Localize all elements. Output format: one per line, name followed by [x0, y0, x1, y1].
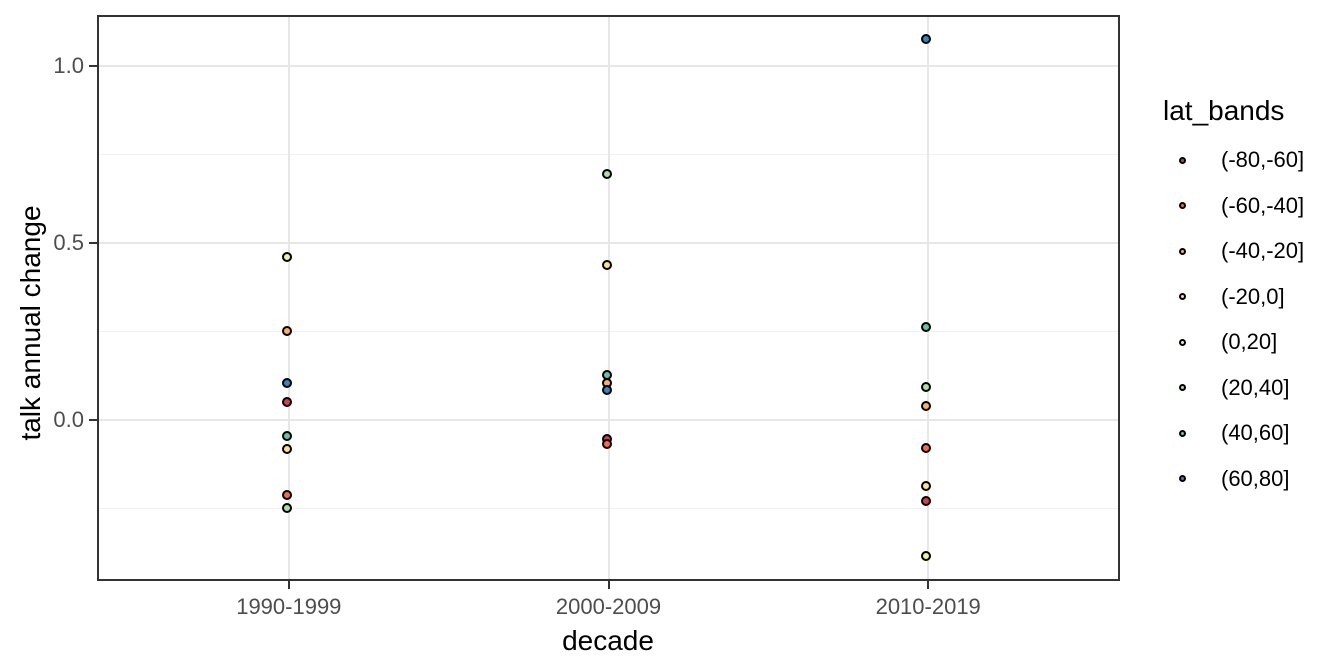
- data-point: [281, 377, 292, 388]
- legend-item: (-40,-20]: [1179, 239, 1304, 263]
- legend-key-label: (60,80]: [1221, 465, 1290, 491]
- gridline-major-x: [927, 15, 930, 581]
- legend-key-dot: [1179, 247, 1186, 255]
- x-axis-tick: [607, 581, 610, 589]
- legend-key-label: (40,60]: [1221, 420, 1290, 445]
- legend-key-dot: [1179, 338, 1186, 346]
- legend-item: (-80,-60]: [1179, 148, 1304, 172]
- x-axis-tick-label: 2000-2009: [555, 594, 662, 619]
- legend-key-label: (20,40]: [1221, 374, 1290, 400]
- data-point: [281, 503, 292, 514]
- legend-key-label: (-20,0]: [1221, 283, 1285, 309]
- data-point: [281, 326, 292, 337]
- legend-key-label: (0,20]: [1221, 329, 1278, 354]
- data-point: [921, 321, 932, 332]
- data-point: [281, 431, 292, 442]
- data-point: [921, 33, 932, 44]
- y-axis-tick: [89, 64, 97, 67]
- data-point: [601, 370, 612, 381]
- data-point: [601, 259, 612, 270]
- y-axis-tick: [89, 241, 97, 244]
- data-point: [281, 397, 292, 408]
- legend-key-dot: [1179, 202, 1186, 209]
- legend-key-dot: [1179, 384, 1186, 391]
- legend-item: (-20,0]: [1179, 283, 1285, 309]
- gridline-major-x: [287, 15, 290, 581]
- data-point: [281, 489, 292, 500]
- legend-key-label: (-40,-20]: [1221, 238, 1305, 263]
- x-axis-tick-label: 1990-1999: [236, 594, 342, 619]
- y-axis-tick-label: 1.0: [53, 52, 84, 78]
- y-axis-tick-label: 0.0: [53, 407, 84, 432]
- legend-key-label: (-80,-60]: [1221, 147, 1305, 172]
- x-axis-tick: [287, 581, 290, 589]
- legend-item: (40,60]: [1179, 421, 1290, 445]
- data-point: [921, 551, 932, 562]
- legend-item: (-60,-40]: [1179, 192, 1305, 218]
- x-axis-tick-label: 2010-2019: [875, 594, 981, 619]
- data-point: [601, 168, 612, 179]
- data-point: [921, 443, 932, 454]
- legend-title: lat_bands: [1163, 95, 1285, 126]
- x-axis-title: decade: [562, 625, 654, 656]
- data-point: [281, 251, 292, 262]
- x-axis-tick: [927, 581, 930, 589]
- data-point: [921, 496, 932, 507]
- data-point: [921, 400, 932, 411]
- data-point: [601, 385, 612, 396]
- data-point: [601, 438, 612, 449]
- legend-item: (20,40]: [1179, 374, 1290, 400]
- legend-key-dot: [1179, 293, 1186, 300]
- y-axis-title: talk annual change: [15, 205, 46, 441]
- data-point: [281, 444, 292, 455]
- legend-key-label: (-60,-40]: [1221, 192, 1305, 218]
- data-point: [921, 480, 932, 491]
- gridline-major-x: [607, 15, 610, 581]
- y-axis-tick-label: 0.5: [53, 229, 84, 255]
- y-axis-tick: [89, 419, 97, 421]
- data-point: [921, 382, 932, 393]
- legend-key-dot: [1179, 156, 1186, 164]
- legend-item: (60,80]: [1179, 465, 1290, 491]
- legend-item: (0,20]: [1179, 330, 1277, 354]
- plot-panel: [97, 15, 1120, 581]
- legend-key-dot: [1179, 429, 1186, 437]
- legend-key-dot: [1179, 475, 1186, 482]
